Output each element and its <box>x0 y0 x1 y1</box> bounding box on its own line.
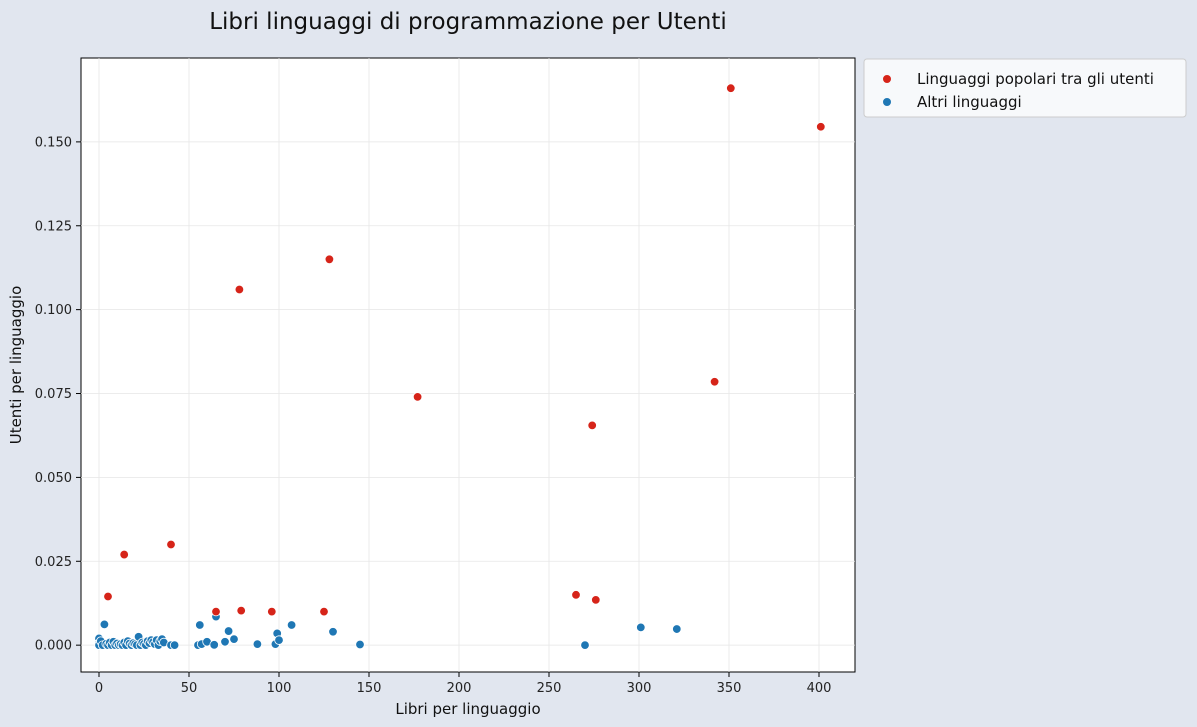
data-point-popular <box>319 606 329 617</box>
x-tick-label: 400 <box>807 681 832 696</box>
y-tick-label: 0.075 <box>35 387 72 402</box>
x-tick-label: 300 <box>627 681 652 696</box>
x-axis-label: Libri per linguaggio <box>395 700 540 718</box>
legend-label-other: Altri linguaggi <box>917 93 1022 111</box>
x-tick-label: 250 <box>537 681 562 696</box>
chart-title: Libri linguaggi di programmazione per Ut… <box>209 9 727 35</box>
y-axis-label: Utenti per linguaggio <box>7 286 25 445</box>
data-points <box>94 83 826 650</box>
x-tick-label: 350 <box>717 681 742 696</box>
x-tick-label: 100 <box>267 681 292 696</box>
data-point-popular <box>412 392 423 402</box>
x-tick-label: 50 <box>181 681 198 696</box>
data-point-popular <box>166 539 176 550</box>
data-point-popular <box>103 591 113 602</box>
data-point-popular <box>324 254 335 265</box>
y-axis-ticks: 0.000 0.025 0.050 0.075 0.100 0.125 0.150 <box>35 135 81 654</box>
data-point-popular <box>119 549 129 560</box>
data-point-popular <box>267 606 277 617</box>
data-point-popular <box>236 605 246 616</box>
data-point-other <box>223 626 234 636</box>
y-tick-label: 0.050 <box>35 471 72 486</box>
data-point-other <box>99 619 110 630</box>
data-point-other <box>209 640 219 650</box>
data-point-other <box>580 640 590 650</box>
legend: Linguaggi popolari tra gli utenti Altri … <box>863 58 1187 118</box>
x-tick-label: 0 <box>95 681 103 696</box>
legend-marker-popular <box>883 75 891 83</box>
data-point-other <box>672 624 682 634</box>
y-tick-label: 0.125 <box>35 219 72 234</box>
grid <box>81 58 855 672</box>
data-point-other <box>195 620 205 630</box>
data-point-popular <box>571 590 581 600</box>
x-tick-label: 200 <box>447 681 472 696</box>
data-point-popular <box>591 595 601 605</box>
data-point-other <box>252 639 263 649</box>
data-point-popular <box>726 83 736 93</box>
y-tick-label: 0.000 <box>35 639 72 654</box>
data-point-other <box>636 622 646 633</box>
data-point-popular <box>587 420 597 431</box>
data-point-other <box>286 620 297 630</box>
data-point-popular <box>709 377 720 387</box>
y-tick-label: 0.025 <box>35 555 72 570</box>
data-point-popular <box>211 606 221 617</box>
x-tick-label: 150 <box>357 681 382 696</box>
legend-box <box>863 58 1187 118</box>
legend-marker-other <box>883 98 891 106</box>
legend-label-popular: Linguaggi popolari tra gli utenti <box>917 70 1154 88</box>
data-point-popular <box>234 284 245 295</box>
data-point-other <box>220 637 230 647</box>
data-point-other <box>229 634 239 644</box>
data-point-other <box>274 635 284 645</box>
y-tick-label: 0.150 <box>35 135 72 150</box>
y-tick-label: 0.100 <box>35 303 72 318</box>
plot-area <box>80 57 856 673</box>
data-point-other <box>355 639 365 650</box>
data-point-other <box>328 627 338 637</box>
data-point-other <box>169 640 180 650</box>
x-axis-ticks: 0 50 100 150 200 250 300 350 400 <box>95 672 832 696</box>
data-point-popular <box>816 122 826 132</box>
